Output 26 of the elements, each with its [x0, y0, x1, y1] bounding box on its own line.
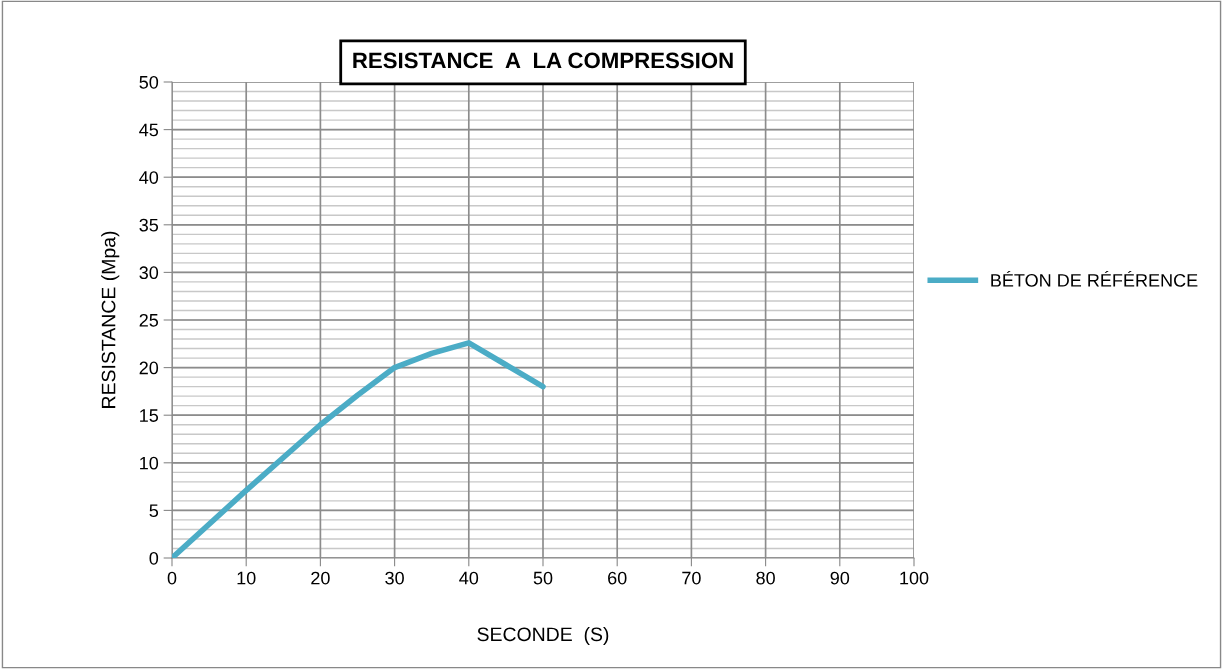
- y-tick-label: 40: [139, 171, 159, 184]
- x-tick-label: 30: [385, 571, 404, 585]
- y-tick-label: 0: [149, 551, 159, 565]
- x-axis-title: SECONDE (S): [477, 626, 609, 646]
- y-tick-label: 15: [140, 409, 159, 422]
- y-tick-label: 35: [139, 218, 159, 232]
- x-tick-label: 100: [900, 571, 929, 585]
- y-tick-label: 45: [139, 123, 159, 137]
- y-tick-label: 5: [149, 504, 159, 518]
- x-tick-label: 20: [311, 571, 330, 585]
- y-tick-label: 20: [139, 361, 159, 375]
- y-axis-title: RESISTANCE (Mpa): [101, 231, 120, 408]
- y-tick-label: 30: [139, 266, 159, 280]
- y-tick-label: 25: [139, 313, 159, 327]
- chart-title: RESISTANCE A LA COMPRESSION: [353, 52, 733, 69]
- x-tick-label: 90: [830, 571, 850, 585]
- x-tick-label: 40: [459, 571, 479, 585]
- x-tick-label: 70: [682, 571, 701, 585]
- x-tick-label: 0: [167, 571, 177, 585]
- legend-label: BÉTON DE RÉFÉRENCE: [991, 270, 1198, 287]
- x-tick-label: 50: [533, 571, 553, 585]
- y-tick-label: 50: [139, 75, 159, 89]
- x-tick-label: 80: [756, 571, 775, 585]
- x-tick-label: 60: [608, 571, 627, 585]
- x-tick-label: 10: [237, 571, 256, 585]
- y-tick-label: 10: [140, 456, 159, 470]
